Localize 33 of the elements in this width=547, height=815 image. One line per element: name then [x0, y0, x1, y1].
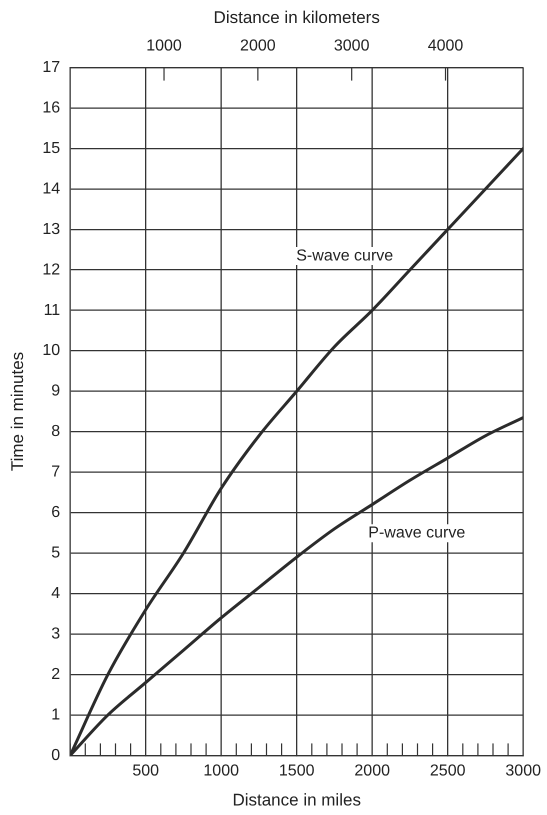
x2-tick-label: 4000 [428, 37, 464, 54]
y-tick-label: 9 [51, 382, 60, 400]
y-tick-label: 3 [51, 625, 60, 642]
y-tick-label: 14 [42, 180, 60, 198]
y-tick-label: 0 [51, 746, 60, 764]
annotation: S-wave curve [296, 247, 394, 264]
y-tick-label: 13 [42, 220, 60, 238]
x2-axis-title: Distance in kilometers [214, 8, 380, 27]
x2-tick-label: 2000 [240, 37, 276, 54]
x-tick-label: 500 [132, 762, 160, 780]
x-tick-label: 1000 [203, 762, 240, 780]
y-axis-title: Time in minutes [8, 352, 27, 472]
y-tick-label: 8 [51, 423, 60, 440]
x-tick-label: 1500 [278, 762, 315, 780]
x-axis-title: Distance in miles [232, 790, 361, 810]
y-tick-label: 6 [51, 504, 60, 522]
y-tick-label: 17 [42, 59, 60, 76]
x-tick-label: 2000 [354, 762, 390, 780]
y-tick-label: 2 [51, 666, 60, 683]
y-tick-label: 4 [51, 584, 60, 602]
y-tick-label: 15 [42, 140, 60, 157]
y-tick-label: 12 [42, 261, 60, 278]
y-tick-label: 11 [44, 302, 60, 319]
y-tick-label: 10 [42, 342, 60, 360]
x-tick-label: 2500 [430, 762, 466, 780]
y-tick-label: 1 [51, 706, 60, 724]
y-tick-label: 7 [51, 464, 60, 481]
y-tick-label: 5 [51, 544, 60, 562]
x-tick-label: 3000 [505, 762, 542, 780]
annotation: P-wave curve [368, 524, 466, 542]
y-tick-label: 16 [42, 99, 60, 116]
x2-tick-label: 1000 [146, 37, 182, 54]
x2-tick-label: 3000 [334, 37, 370, 54]
